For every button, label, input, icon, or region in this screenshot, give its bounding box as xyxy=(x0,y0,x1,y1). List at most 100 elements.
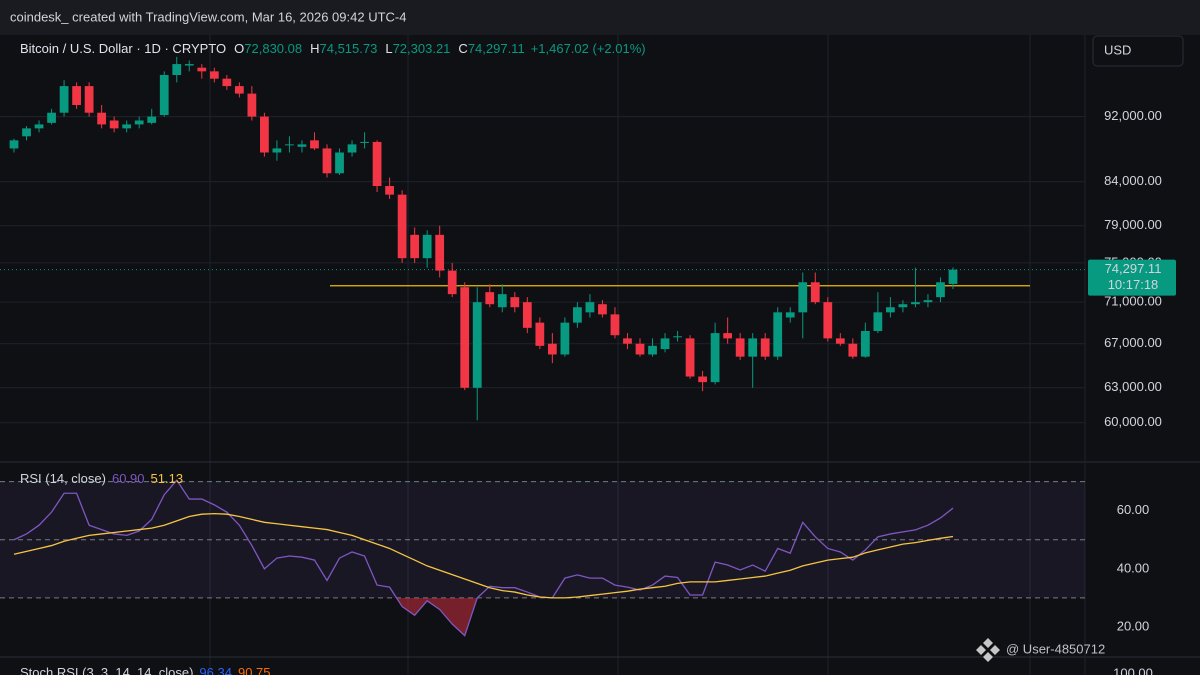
candle-body xyxy=(798,282,808,313)
candle-body xyxy=(810,282,820,303)
countdown-label: 10:17:18 xyxy=(1108,277,1159,292)
watermark-text: @ User-4850712 xyxy=(1006,641,1105,656)
legend-value: 74,515.73 xyxy=(320,41,378,56)
candle-body xyxy=(835,338,845,344)
y-tick-label: 60.00 xyxy=(1117,502,1150,517)
candle-body xyxy=(623,338,632,344)
legend-key: H xyxy=(310,41,319,56)
candle-body xyxy=(159,75,169,116)
time-grid xyxy=(209,35,1031,675)
legend-value: 74,297.11 xyxy=(468,41,525,56)
candle-body xyxy=(347,144,357,153)
candle-body xyxy=(911,302,920,305)
candle-body xyxy=(573,307,582,323)
candle-body xyxy=(422,234,432,259)
candle-body xyxy=(47,112,56,123)
candle-body xyxy=(84,86,94,113)
candle-body xyxy=(648,345,657,355)
y-tick-label: 92,000.00 xyxy=(1104,108,1162,123)
candle-body xyxy=(760,338,770,357)
candle-body xyxy=(447,270,457,295)
candle-body xyxy=(209,71,219,79)
y-tick-label: 84,000.00 xyxy=(1104,173,1162,188)
candle-body xyxy=(785,312,795,318)
candle-body xyxy=(285,144,294,146)
candle-body xyxy=(773,312,783,357)
candle-body xyxy=(360,141,369,143)
candle-body xyxy=(522,302,532,328)
candle-body xyxy=(72,86,81,106)
candle-body xyxy=(948,269,958,284)
legend-title: RSI (14, close) xyxy=(20,471,106,486)
candle-body xyxy=(560,322,570,355)
currency-button[interactable] xyxy=(1092,35,1184,67)
candle-body xyxy=(9,140,19,149)
candle-body xyxy=(297,144,307,147)
legend-change: +1,467.02 (+2.01%) xyxy=(531,41,646,56)
y-tick-label: 67,000.00 xyxy=(1104,335,1162,350)
candle-body xyxy=(598,304,607,315)
rsi-line xyxy=(13,479,954,637)
candle-body xyxy=(848,343,858,357)
candle-body xyxy=(510,297,520,308)
candle-body xyxy=(322,148,332,174)
candle-body xyxy=(472,302,482,388)
legend-title: Stoch RSI (3, 3, 14, 14, close) xyxy=(20,665,193,675)
candle-body xyxy=(610,314,620,336)
candle-body xyxy=(59,86,69,113)
y-tick-label: 79,000.00 xyxy=(1104,217,1162,232)
candle-body xyxy=(673,336,682,338)
candle-body xyxy=(823,302,833,339)
candle-body xyxy=(372,141,382,187)
y-tick-label: 63,000.00 xyxy=(1104,379,1162,394)
y-tick-label: 20.00 xyxy=(1117,618,1150,633)
y-tick-label: 100.00 xyxy=(1113,665,1153,675)
currency-label[interactable]: USD xyxy=(1104,42,1131,57)
legend-value: 60.90 xyxy=(112,471,145,486)
legend-value: 96.34 xyxy=(199,665,232,675)
candle-body xyxy=(710,333,720,383)
header-title: coindesk_ created with TradingView.com, … xyxy=(10,9,406,24)
candle-body xyxy=(698,376,707,383)
y-tick-label: 40.00 xyxy=(1117,560,1150,575)
candle-body xyxy=(936,282,945,298)
y-tick-label: 71,000.00 xyxy=(1104,294,1162,309)
candle-body xyxy=(748,338,758,357)
candle-body xyxy=(547,343,557,355)
legend-title: Bitcoin / U.S. Dollar · 1D · CRYPTO xyxy=(20,41,226,56)
legend-value: 51.13 xyxy=(151,471,184,486)
candle-body xyxy=(147,116,157,123)
candle-body xyxy=(385,186,394,195)
legend-value: 90.75 xyxy=(238,665,271,675)
candle-body xyxy=(247,93,257,117)
candle-body xyxy=(122,124,132,129)
candle-body xyxy=(660,338,670,350)
candle-body xyxy=(109,120,119,129)
watermark-icon xyxy=(976,638,1000,662)
candle-body xyxy=(197,67,207,72)
candle-body xyxy=(485,292,495,305)
candle-body xyxy=(335,152,344,174)
price-legend: Bitcoin / U.S. Dollar · 1D · CRYPTO O72,8… xyxy=(20,41,646,56)
candle-body xyxy=(685,338,695,377)
candle-body xyxy=(497,294,507,308)
y-tick-label: 60,000.00 xyxy=(1104,414,1162,429)
top-bar xyxy=(0,0,1200,35)
candle-body xyxy=(735,338,745,357)
candle-body xyxy=(97,112,107,125)
candle-body xyxy=(635,343,645,355)
candle-body xyxy=(222,78,232,87)
legend-key: O xyxy=(234,41,244,56)
candle-body xyxy=(397,194,407,259)
candle-body xyxy=(34,124,44,129)
price-pane xyxy=(0,56,1085,424)
candle-body xyxy=(923,300,933,303)
labels: 92,000.0084,000.0079,000.0075,000.0071,0… xyxy=(20,41,1176,675)
legend-key: C xyxy=(458,41,467,56)
last-price-label: 74,297.11 xyxy=(1105,261,1162,276)
candle-body xyxy=(410,234,420,259)
candle-body xyxy=(535,322,545,346)
candle-body xyxy=(184,64,194,66)
